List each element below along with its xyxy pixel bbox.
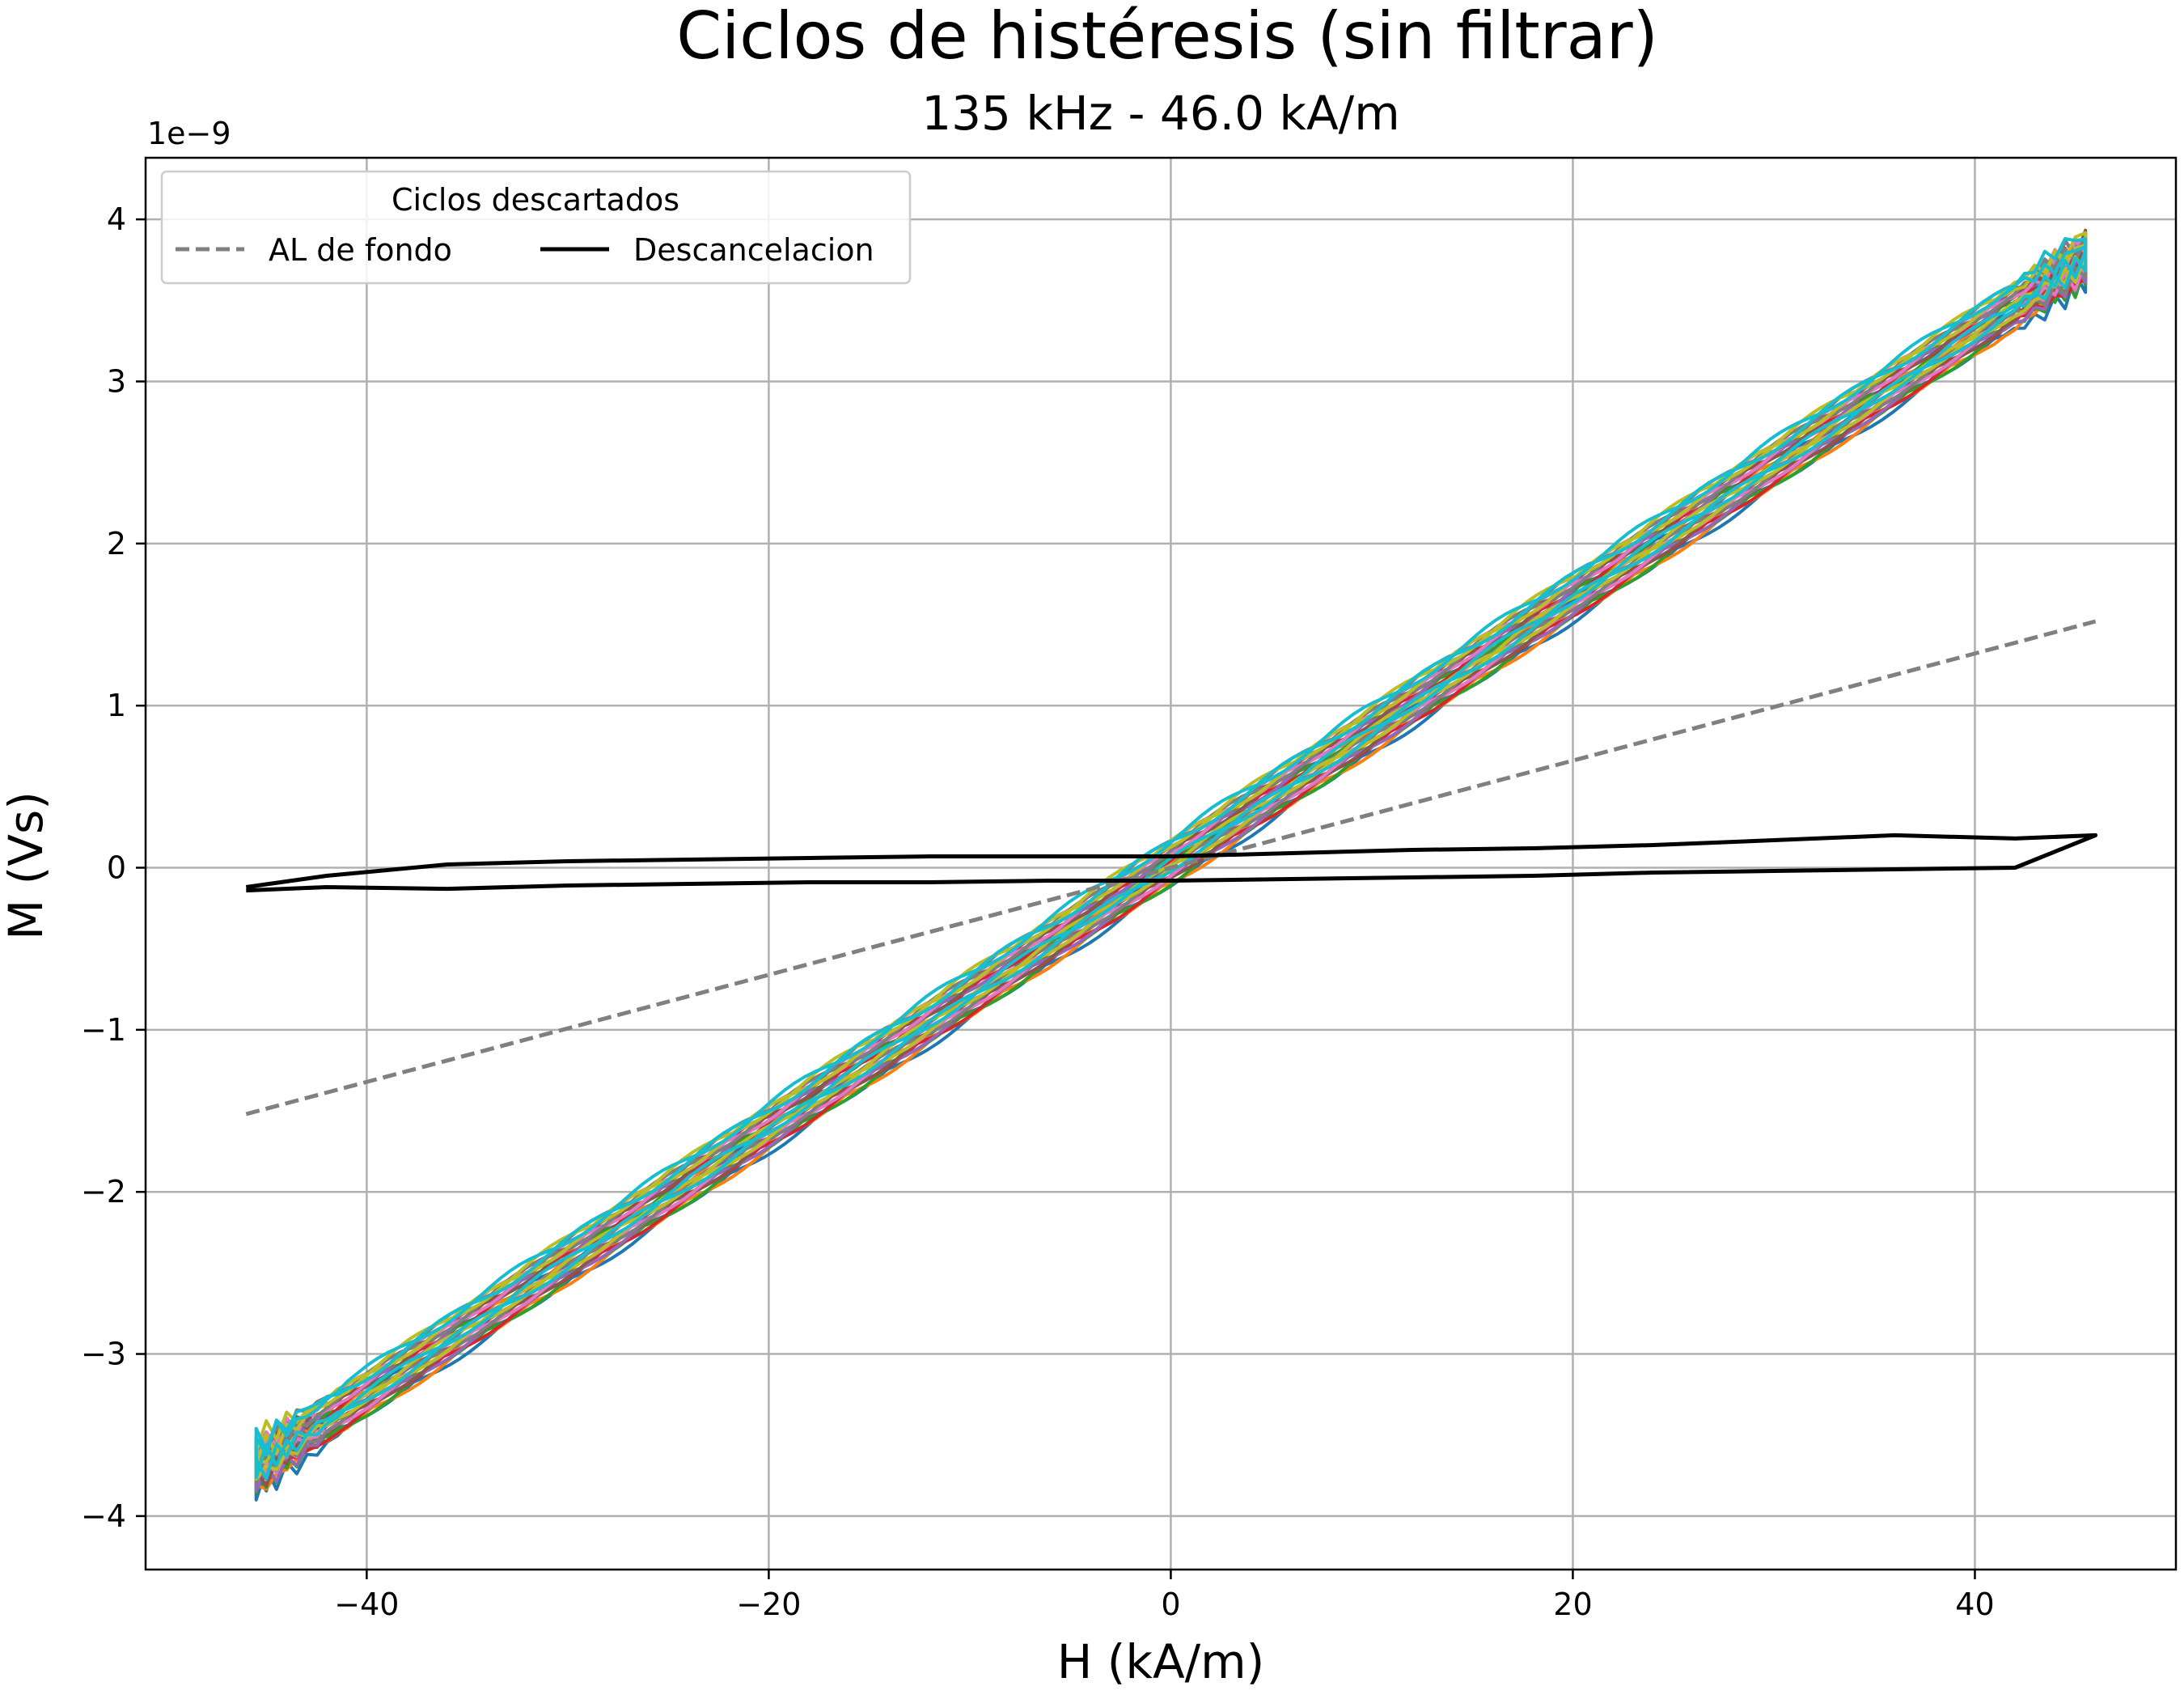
- x-tick-label: −20: [736, 1587, 801, 1622]
- y-tick-label: −1: [81, 1012, 126, 1048]
- y-tick-label: −4: [81, 1498, 126, 1534]
- legend-label-al-de-fondo: AL de fondo: [269, 232, 452, 268]
- axis-ticks: −40 −20 0 20 40 −4 −3 −2 −1 0 1 2 3 4: [81, 201, 1995, 1622]
- y-tick-label: −3: [81, 1337, 126, 1372]
- chart-subtitle: 135 kHz - 46.0 kA/m: [921, 86, 1399, 141]
- legend: Ciclos descartados AL de fondo Descancel…: [160, 170, 912, 285]
- y-tick-label: 4: [107, 201, 126, 237]
- chart-title: Ciclos de histéresis (sin filtrar): [676, 0, 1658, 74]
- series-line-descancelacion: [245, 833, 2098, 893]
- y-tick-label: 1: [107, 688, 126, 723]
- plot-frame: [144, 156, 2178, 1571]
- y-tick-label: −2: [81, 1174, 126, 1210]
- y-tick-label: 0: [107, 850, 126, 886]
- y-offset-label: 1e−9: [147, 116, 231, 151]
- x-tick-label: −40: [334, 1587, 399, 1622]
- y-axis-label: M (Vs): [0, 791, 53, 940]
- y-tick-label: 2: [107, 526, 126, 561]
- y-tick-label: 3: [107, 363, 126, 399]
- legend-title: Ciclos descartados: [392, 182, 679, 218]
- x-axis-label: H (kA/m): [1057, 1634, 1265, 1689]
- x-tick-label: 20: [1553, 1587, 1592, 1622]
- cycle-line: [254, 237, 2088, 1480]
- legend-label-descancelacion: Descancelacion: [633, 232, 874, 268]
- x-tick-label: 40: [1955, 1587, 1994, 1622]
- series-line-al-de-fondo: [245, 619, 2097, 1116]
- plot-data: [245, 228, 2098, 1502]
- legend-box: [160, 170, 912, 285]
- x-tick-label: 0: [1161, 1587, 1180, 1622]
